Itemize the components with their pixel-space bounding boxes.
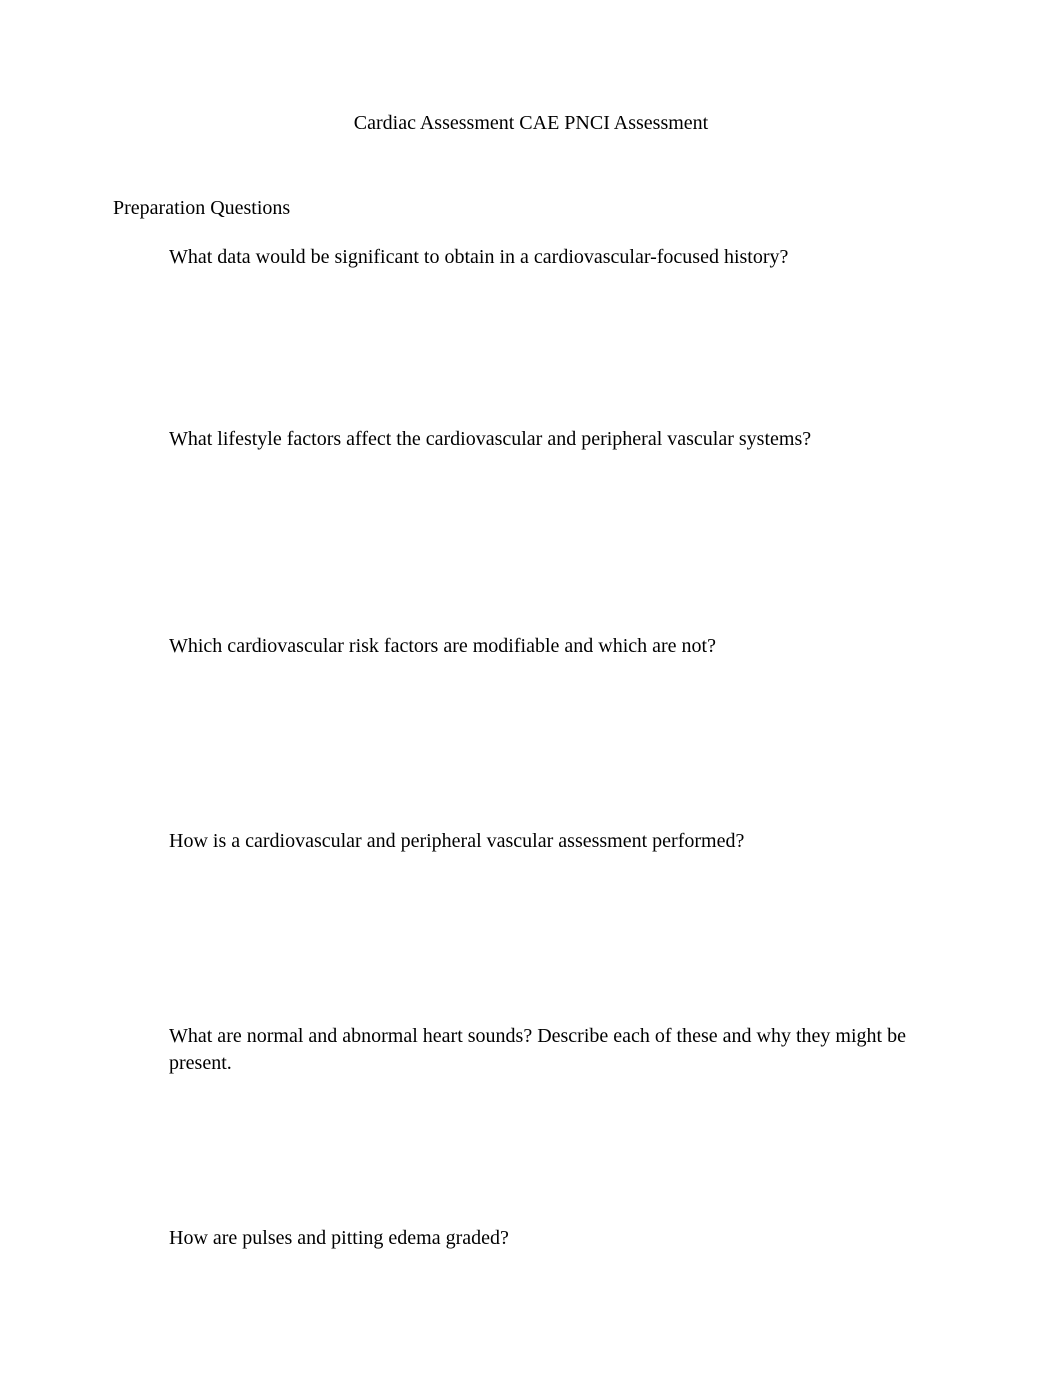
question-item: How is a cardiovascular and peripheral v…	[141, 828, 949, 855]
document-title: Cardiac Assessment CAE PNCI Assessment	[113, 112, 949, 135]
question-text: Which cardiovascular risk factors are mo…	[169, 635, 716, 657]
document-page: Cardiac Assessment CAE PNCI Assessment P…	[0, 0, 1062, 1252]
question-item: What data would be significant to obtain…	[141, 244, 949, 271]
answer-space	[141, 1077, 949, 1225]
question-text: How are pulses and pitting edema graded?	[169, 1227, 509, 1249]
answer-space	[141, 660, 949, 828]
question-item: What are normal and abnormal heart sound…	[141, 1023, 949, 1077]
answer-space	[141, 453, 949, 633]
question-text: What lifestyle factors affect the cardio…	[169, 428, 811, 450]
section-heading: Preparation Questions	[113, 197, 949, 220]
question-item: What lifestyle factors affect the cardio…	[141, 426, 949, 453]
answer-space	[141, 855, 949, 1023]
question-text: What data would be significant to obtain…	[169, 246, 788, 268]
question-text: How is a cardiovascular and peripheral v…	[169, 830, 744, 852]
question-item: Which cardiovascular risk factors are mo…	[141, 633, 949, 660]
question-list: What data would be significant to obtain…	[113, 244, 949, 1252]
answer-space	[141, 271, 949, 426]
question-text: What are normal and abnormal heart sound…	[169, 1025, 906, 1074]
question-item: How are pulses and pitting edema graded?	[141, 1225, 949, 1252]
